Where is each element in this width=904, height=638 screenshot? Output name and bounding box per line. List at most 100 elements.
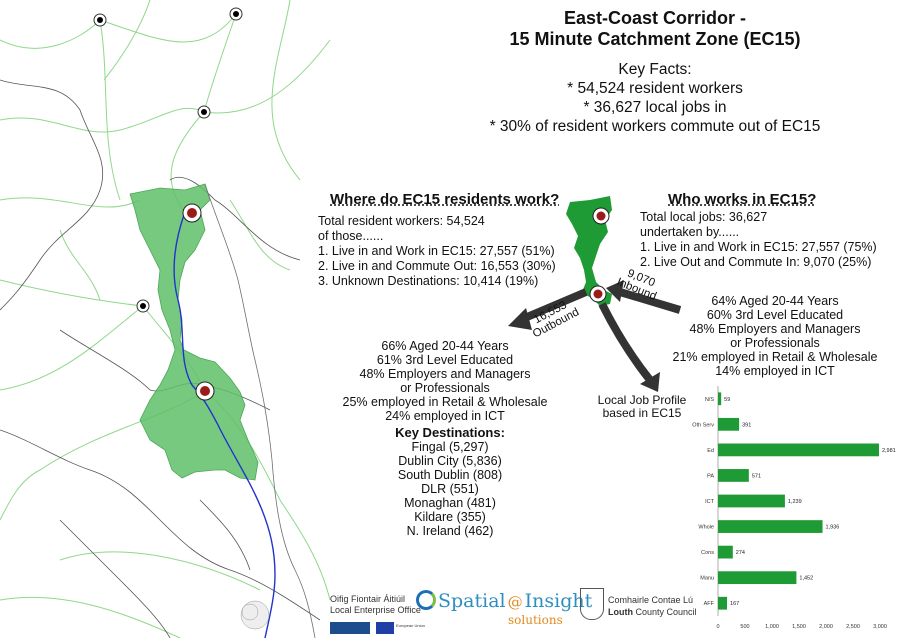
residents-profile: 66% Aged 20-44 Years 61% 3rd Level Educa… — [320, 339, 570, 423]
council-logo-text: Comhairle Contae Lú Louth County Council — [608, 594, 697, 618]
council-line-1: Comhairle Contae Lú — [608, 595, 694, 605]
destination-item: N. Ireland (462) — [406, 524, 494, 538]
spatial-insight-logo: Spatial @ Insight — [438, 590, 593, 612]
key-fact-item: * 30% of resident workers commute out of… — [489, 118, 821, 135]
residents-profile-line: or Professionals — [400, 381, 490, 395]
chart-tick-label: 500 — [740, 624, 749, 630]
title-line-2: 15 Minute Catchment Zone (EC15) — [509, 29, 801, 49]
council-name-rest: County Council — [633, 607, 697, 617]
residents-stats: Total resident workers: 54,524 of those.… — [318, 214, 556, 289]
job-profile-line: Local Job Profile — [597, 393, 687, 407]
chart-tick-label: 3,000 — [873, 624, 887, 630]
dublin-city — [240, 600, 270, 630]
destination-item: Monaghan (481) — [404, 496, 496, 510]
leo-line-2: Local Enterprise Office — [330, 605, 421, 615]
title-line-1: East-Coast Corridor - — [563, 8, 747, 28]
residents-profile-line: 61% 3rd Level Educated — [376, 353, 514, 367]
leo-line-1: Oifig Fiontair Áitiúil — [330, 594, 406, 604]
chart-category-label: Cons — [701, 550, 714, 556]
workers-line: 1. Live in and Work in EC15: 27,557 (75%… — [640, 240, 877, 254]
workers-profile-line: 21% employed in Retail & Wholesale — [672, 350, 878, 364]
workers-stats: Total local jobs: 36,627 undertaken by..… — [640, 210, 877, 270]
chart-category-label: AFF — [704, 601, 715, 607]
residents-line: 2. Live in and Commute Out: 16,553 (30%) — [318, 259, 556, 273]
chart-value-label: 1,239 — [788, 499, 802, 505]
chart-tick-label: 2,500 — [846, 624, 860, 630]
page-title: East-Coast Corridor - 15 Minute Catchmen… — [455, 8, 855, 50]
workers-profile-line: or Professionals — [730, 336, 820, 350]
chart-bar — [718, 494, 785, 508]
inbound-arrow — [606, 280, 682, 314]
solutions-word: solutions — [508, 613, 563, 627]
chart-value-label: 1,452 — [799, 576, 813, 582]
chart-category-label: ICT — [705, 499, 715, 505]
workers-line: undertaken by...... — [640, 225, 740, 239]
spatial-word: Spatial — [438, 590, 506, 612]
chart-bar — [718, 417, 740, 431]
job-profile-label: Local Job Profile based in EC15 — [594, 394, 690, 420]
workers-profile-line: 60% 3rd Level Educated — [706, 308, 844, 322]
insight-word: Insight — [524, 590, 593, 612]
chart-bar — [718, 571, 797, 585]
chart-category-label: PA — [707, 473, 714, 479]
chart-bar — [718, 596, 728, 610]
county-borders — [0, 79, 321, 638]
outbound-arrow — [508, 288, 588, 330]
residents-line: of those...... — [318, 229, 384, 243]
mini-town-markers — [589, 207, 610, 303]
catchment-zone — [129, 183, 259, 481]
chart-bar — [718, 443, 879, 457]
chart-value-label: 1,936 — [826, 525, 840, 531]
destination-item: DLR (551) — [421, 482, 479, 496]
key-facts-heading: Key Facts: — [618, 61, 692, 78]
eu-label: European Union — [396, 623, 425, 628]
chart-value-label: 571 — [752, 473, 761, 479]
job-profile-line: based in EC15 — [602, 406, 682, 420]
chart-value-label: 274 — [736, 550, 745, 556]
destination-item: South Dublin (808) — [397, 468, 503, 482]
footer-logos: Oifig Fiontair Áitiúil Local Enterprise … — [330, 580, 697, 638]
leo-logo-icon — [416, 590, 436, 610]
council-crest-icon — [580, 588, 604, 620]
residents-profile-line: 66% Aged 20-44 Years — [381, 339, 509, 353]
key-fact-item: * 54,524 resident workers — [567, 80, 743, 97]
leo-logo-text: Oifig Fiontair Áitiúil Local Enterprise … — [330, 594, 421, 616]
chart-tick-label: 1,500 — [792, 624, 806, 630]
key-facts: Key Facts: * 54,524 resident workers * 3… — [455, 60, 855, 136]
coastline — [204, 183, 316, 638]
local-job-profile-chart: N/S 59 Oth Serv 391 Ed 2,981 PA 571 ICT 1,239 Whol… — [692, 386, 896, 630]
chart-category-label: Whole — [698, 525, 714, 531]
residents-profile-line: 48% Employers and Managers — [359, 367, 531, 381]
residents-profile-line: 24% employed in ICT — [385, 409, 505, 423]
council-name-bold: Louth — [608, 607, 633, 617]
chart-bar — [718, 545, 733, 559]
workers-line: Total local jobs: 36,627 — [640, 210, 768, 224]
workers-profile-line: 14% employed in ICT — [715, 364, 835, 378]
chart-value-label: 59 — [724, 397, 730, 403]
ireland-logo-icon — [330, 622, 370, 634]
chart-bar — [718, 520, 823, 533]
chart-category-label: Ed — [707, 448, 714, 454]
destinations-heading: Key Destinations: — [395, 425, 505, 440]
workers-profile-line: 48% Employers and Managers — [689, 322, 861, 336]
workers-heading: Who works in EC15? — [668, 191, 817, 208]
chart-tick-label: 0 — [716, 624, 719, 630]
workers-profile-line: 64% Aged 20-44 Years — [711, 294, 839, 308]
workers-line: 2. Live Out and Commute In: 9,070 (25%) — [640, 255, 872, 269]
chart-bar — [718, 392, 722, 406]
eu-flag-icon — [376, 622, 394, 634]
destination-item: Kildare (355) — [414, 510, 486, 524]
chart-category-label: Oth Serv — [692, 422, 714, 428]
residents-heading: Where do EC15 residents work? — [330, 191, 560, 208]
chart-value-label: 2,981 — [882, 448, 896, 454]
workers-profile: 64% Aged 20-44 Years 60% 3rd Level Educa… — [650, 294, 900, 378]
destination-item: Dublin City (5,836) — [398, 454, 502, 468]
key-fact-item: * 36,627 local jobs in — [583, 99, 727, 116]
chart-category-label: Manu — [700, 576, 714, 582]
river-line — [173, 211, 276, 638]
catchment-town-markers — [182, 203, 215, 401]
destination-item: Fingal (5,297) — [411, 440, 489, 454]
town-markers — [93, 7, 243, 313]
residents-line: Total resident workers: 54,524 — [318, 214, 485, 228]
